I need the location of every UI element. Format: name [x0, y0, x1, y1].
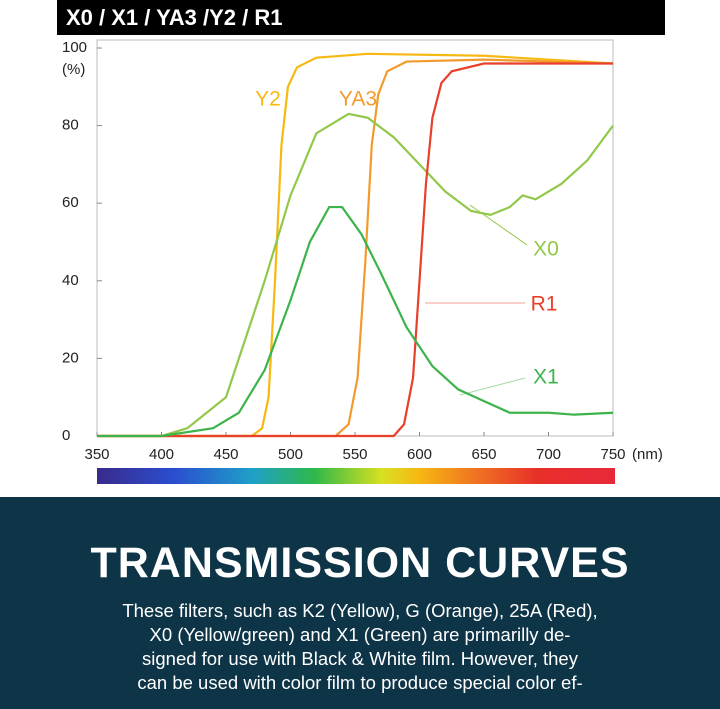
series-line: [97, 58, 614, 438]
description-line: X0 (Yellow/green) and X1 (Green) are pri…: [149, 624, 571, 645]
y-tick-label: 0: [62, 427, 70, 444]
series-label: X0: [533, 238, 559, 261]
chart: X0 / X1 / YA3 /Y2 / R1 (%) (nm) 0 20 40 60 8…: [57, 0, 665, 484]
series-label: R1: [531, 293, 558, 316]
description-line: can be used with color film to produce s…: [137, 672, 583, 693]
series-line: [97, 52, 614, 438]
heading: TRANSMISSION CURVES: [90, 539, 630, 587]
y-tick-label: 20: [62, 349, 79, 366]
description-line: These filters, such as K2 (Yellow), G (O…: [122, 600, 598, 621]
spectrum-bar: [97, 468, 615, 484]
y-tick-label: 60: [62, 194, 79, 211]
y-unit: (%): [62, 61, 85, 78]
x-tick-label: 350: [84, 446, 109, 463]
series-line: [97, 112, 614, 438]
chart-title: X0 / X1 / YA3 /Y2 / R1: [66, 5, 282, 30]
series-label: Y2: [255, 88, 281, 111]
y-tick-label: 100: [62, 39, 87, 56]
x-unit: (nm): [632, 446, 663, 463]
info-panel: TRANSMISSION CURVES These filters, such …: [0, 497, 720, 709]
title-bar: [57, 0, 665, 35]
x-tick-label: 700: [536, 446, 561, 463]
leader-line: [459, 377, 526, 396]
series-line: [97, 62, 613, 438]
x-tick-label: 750: [600, 446, 625, 463]
y-tick-label: 80: [62, 117, 79, 134]
series-label: YA3: [339, 88, 377, 111]
description-line: signed for use with Black & White film. …: [142, 648, 578, 669]
x-tick-label: 500: [278, 446, 303, 463]
x-tick-label: 450: [213, 446, 238, 463]
x-tick-label: 600: [407, 446, 432, 463]
y-tick-label: 40: [62, 272, 79, 289]
x-tick-label: 400: [149, 446, 174, 463]
series-label: X1: [533, 366, 559, 389]
description: These filters, such as K2 (Yellow), G (O…: [0, 599, 720, 695]
series-line: [97, 205, 614, 438]
x-tick-label: 650: [471, 446, 496, 463]
x-tick-label: 550: [342, 446, 367, 463]
